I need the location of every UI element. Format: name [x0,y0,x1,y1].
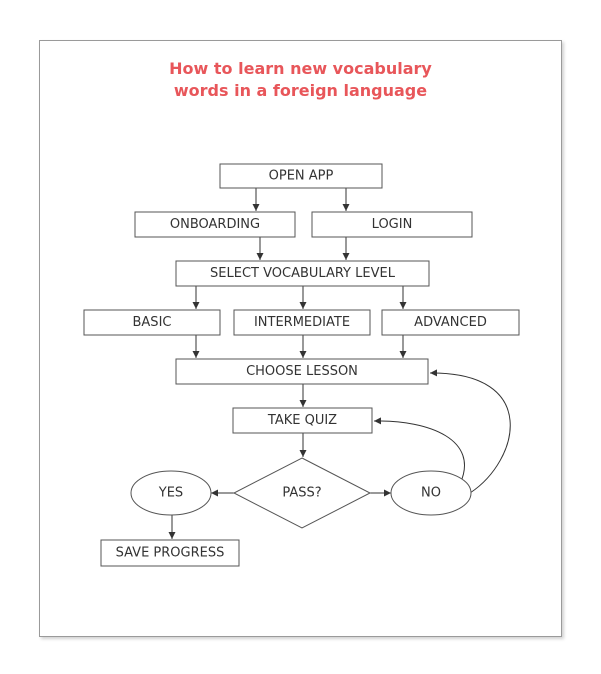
node-pass-label: PASS? [282,486,321,501]
node-open-app-label: OPEN APP [269,169,334,184]
node-open-app: OPEN APP [219,163,383,189]
node-save-progress: SAVE PROGRESS [100,539,240,567]
node-onboarding: ONBOARDING [134,211,296,238]
node-advanced-label: ADVANCED [414,315,487,330]
node-save-progress-label: SAVE PROGRESS [116,546,225,561]
connectors [168,188,511,539]
node-pass-decision: PASS? [232,457,372,529]
node-onboarding-label: ONBOARDING [170,217,260,232]
node-no: NO [390,470,472,516]
node-take-quiz: TAKE QUIZ [232,407,373,434]
node-take-quiz-label: TAKE QUIZ [267,413,337,428]
node-basic-label: BASIC [133,315,172,330]
node-yes-label: YES [158,486,183,501]
node-advanced: ADVANCED [381,309,520,336]
node-select-vocabulary-level: SELECT VOCABULARY LEVEL [175,260,430,287]
diagram-title-line-1: How to learn new vocabulary [169,59,432,78]
node-yes: YES [130,470,212,516]
diagram-title: How to learn new vocabulary words in a f… [0,58,601,102]
edge-no-to-choose-lesson [429,369,511,494]
edge-no-to-take-quiz [373,417,465,485]
node-login-label: LOGIN [372,217,413,232]
node-no-label: NO [421,486,441,501]
node-choose-lesson: CHOOSE LESSON [175,358,429,385]
node-select-level-label: SELECT VOCABULARY LEVEL [210,266,396,281]
node-choose-lesson-label: CHOOSE LESSON [246,364,358,379]
node-basic: BASIC [83,309,221,336]
node-intermediate: INTERMEDIATE [233,309,371,336]
node-login: LOGIN [311,211,473,238]
diagram-title-line-2: words in a foreign language [173,81,428,100]
node-intermediate-label: INTERMEDIATE [254,315,350,330]
diagram-frame [39,40,562,637]
